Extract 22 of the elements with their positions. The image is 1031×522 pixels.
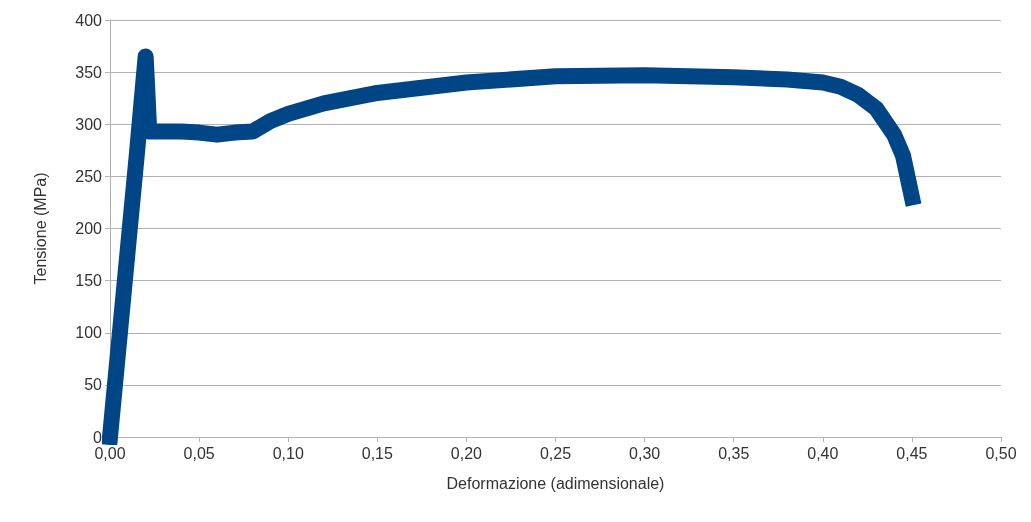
x-tick-label: 0,05	[183, 444, 215, 462]
x-axis-title: Deformazione (adimensionale)	[446, 474, 665, 492]
x-tick-label: 0,50	[985, 444, 1017, 462]
x-tick-label: 0,30	[629, 444, 661, 462]
y-tick-label: 100	[75, 324, 103, 342]
y-tick-label: 350	[75, 63, 103, 81]
x-tick-label: 0,35	[718, 444, 750, 462]
y-tick-label: 0	[93, 428, 103, 446]
y-tick-label: 250	[75, 167, 103, 185]
y-tick-label: 400	[75, 11, 103, 29]
x-tick-label: 0,10	[272, 444, 304, 462]
y-tick-label: 50	[84, 376, 103, 394]
y-tick-label: 200	[75, 220, 103, 237]
x-tick-label: 0,40	[807, 444, 839, 462]
x-tick-label: 0,20	[450, 444, 483, 462]
y-axis-title: Tensione (MPa)	[31, 172, 49, 285]
x-tick-label: 0,00	[94, 444, 126, 462]
y-tick-label: 300	[75, 115, 103, 133]
x-tick-label: 0,15	[361, 444, 393, 462]
x-tick-label: 0,45	[896, 444, 928, 462]
y-tick-label: 150	[75, 272, 103, 290]
x-tick-label: 0,25	[539, 444, 572, 462]
